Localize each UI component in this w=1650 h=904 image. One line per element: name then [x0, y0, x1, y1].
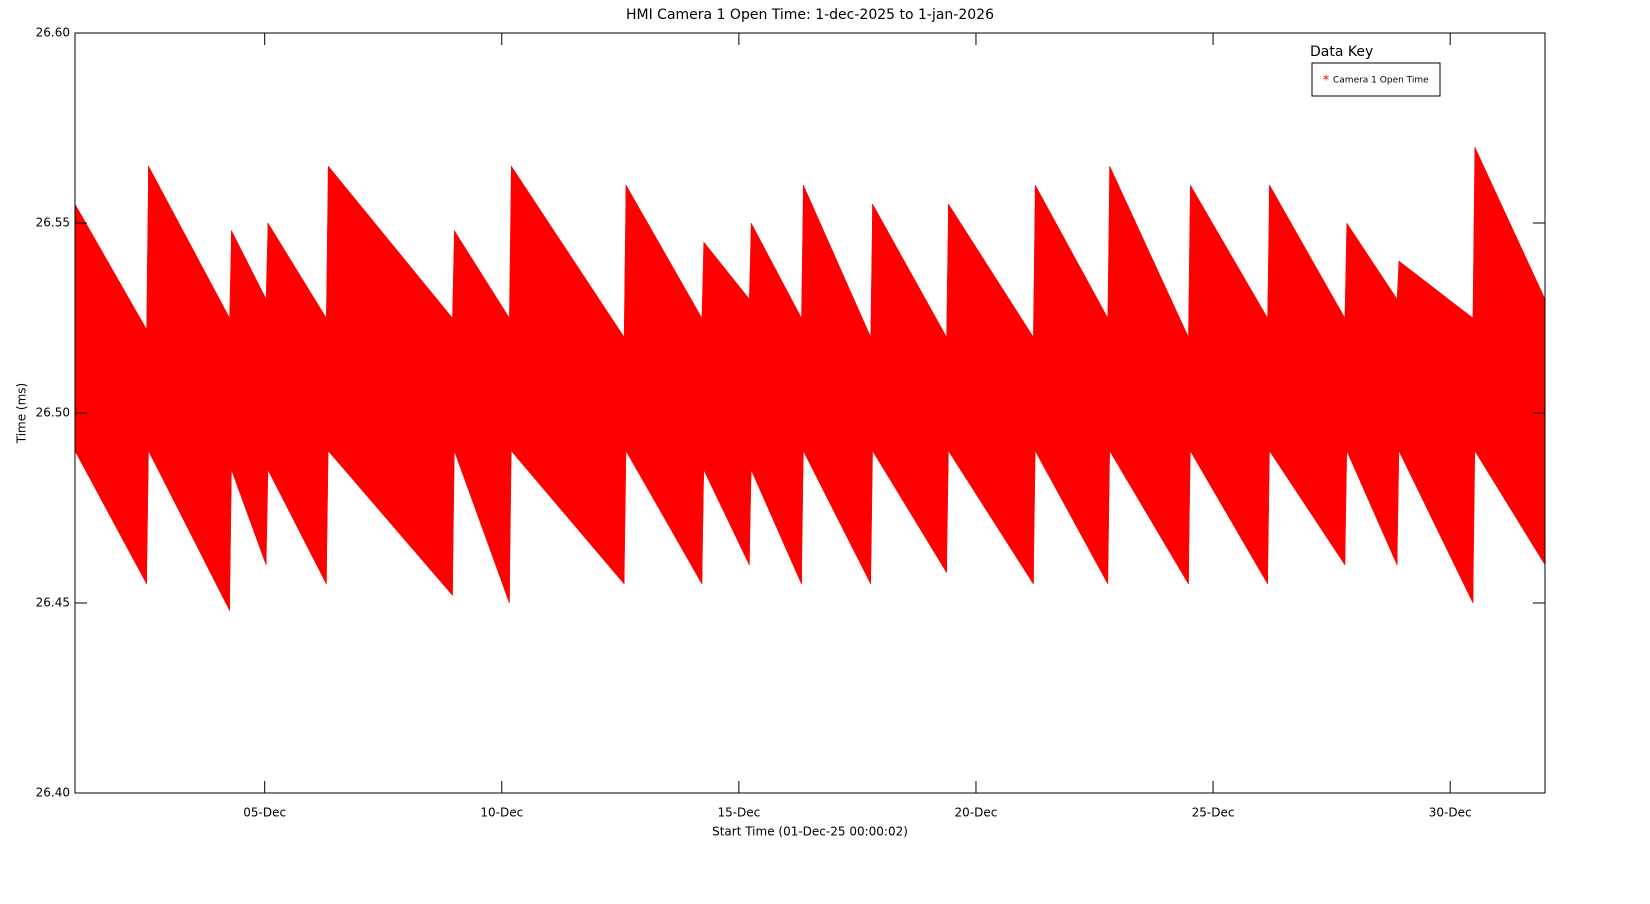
data-band: [148, 165, 230, 611]
data-band: [454, 229, 510, 604]
data-band: [623, 184, 627, 585]
data-band: [801, 184, 804, 585]
data-band: [1034, 184, 1109, 585]
data-band: [1107, 165, 1110, 585]
x-axis-label: Start Time (01-Dec-25 00:00:02): [712, 825, 908, 839]
legend-marker: *: [1323, 74, 1330, 89]
data-band: [1190, 184, 1268, 585]
data-band: [267, 222, 327, 585]
x-tick-label: 30-Dec: [1429, 806, 1472, 820]
data-band: [1346, 222, 1398, 566]
y-tick-label: 26.45: [36, 596, 70, 610]
data-band: [1188, 184, 1191, 585]
y-tick-label: 26.55: [36, 216, 70, 230]
y-tick-label: 26.40: [36, 786, 70, 800]
data-band: [703, 241, 750, 566]
data-band: [625, 184, 703, 585]
plot-area: [74, 146, 1546, 611]
data-band: [1474, 146, 1546, 566]
data-band: [750, 222, 802, 585]
data-band: [1344, 222, 1348, 566]
y-tick-label: 26.50: [36, 406, 70, 420]
data-band: [231, 230, 267, 566]
x-tick-label: 10-Dec: [480, 806, 523, 820]
y-tick-label: 26.60: [36, 26, 70, 40]
data-band: [74, 203, 147, 585]
y-axis-label: Time (ms): [15, 383, 29, 445]
data-band: [146, 165, 149, 585]
data-band: [948, 203, 1034, 585]
data-band: [265, 222, 269, 566]
data-band: [870, 203, 873, 585]
data-band: [511, 165, 625, 585]
data-band: [229, 230, 232, 611]
data-band: [701, 241, 705, 585]
data-band: [1033, 184, 1036, 585]
data-band: [803, 184, 871, 585]
x-tick-label: 15-Dec: [717, 806, 760, 820]
legend-title: Data Key: [1310, 44, 1373, 60]
data-band: [946, 203, 949, 573]
data-band: [1109, 165, 1189, 585]
data-band: [872, 203, 947, 574]
chart-title: HMI Camera 1 Open Time: 1-dec-2025 to 1-…: [626, 7, 994, 23]
data-band: [327, 165, 453, 597]
x-tick-label: 20-Dec: [955, 806, 998, 820]
data-band: [452, 230, 455, 596]
data-band: [1269, 184, 1346, 566]
data-band: [1398, 260, 1474, 604]
data-band: [509, 165, 512, 604]
legend-box: [1311, 62, 1441, 97]
x-tick-label: 05-Dec: [243, 806, 286, 820]
data-band: [1396, 260, 1400, 566]
data-band: [1267, 184, 1270, 585]
x-tick-label: 25-Dec: [1192, 806, 1235, 820]
data-band: [326, 165, 329, 585]
data-band: [1472, 146, 1476, 604]
data-band: [749, 222, 752, 566]
legend-label: Camera 1 Open Time: [1333, 76, 1429, 86]
